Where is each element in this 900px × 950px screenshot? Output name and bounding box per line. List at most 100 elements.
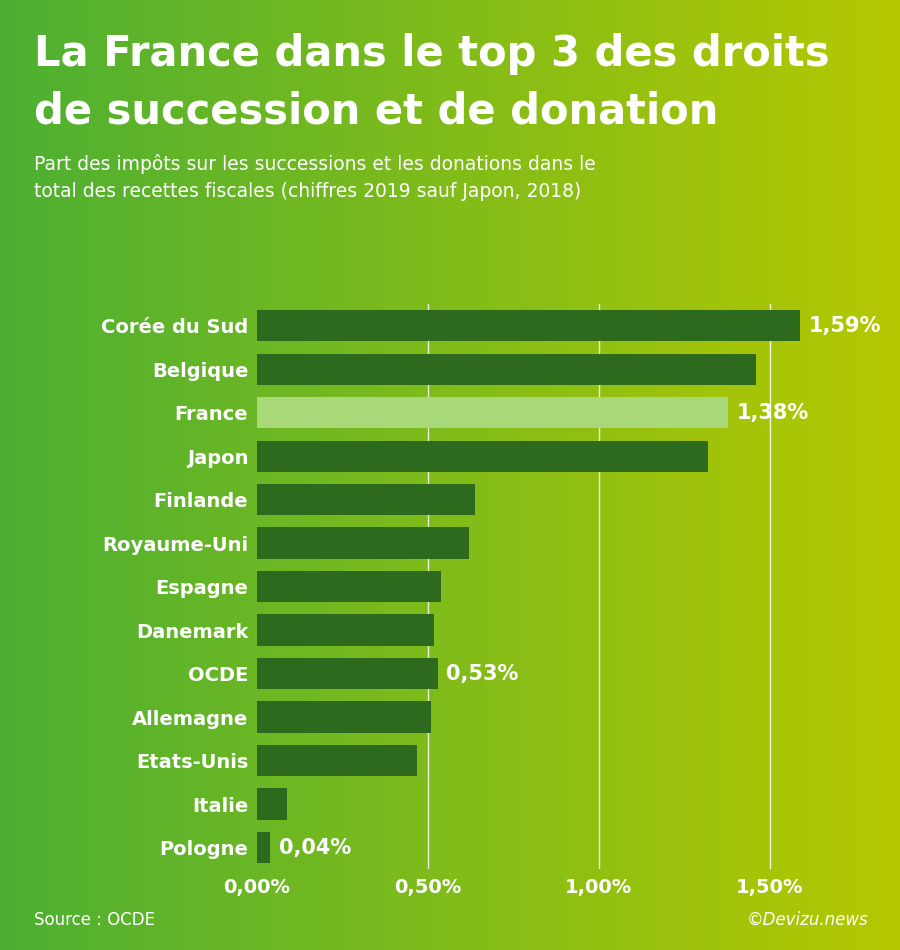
Bar <box>295 0 299 950</box>
Bar <box>738 0 742 950</box>
Bar <box>218 0 222 950</box>
Bar <box>322 0 326 950</box>
Bar <box>335 0 339 950</box>
Bar <box>396 0 400 950</box>
Bar <box>524 0 528 950</box>
Bar <box>853 0 857 950</box>
Bar <box>317 0 321 950</box>
Bar <box>360 0 364 950</box>
Bar <box>452 0 456 950</box>
Text: La France dans le top 3 des droits: La France dans le top 3 des droits <box>34 33 830 75</box>
Bar <box>684 0 688 950</box>
Bar <box>220 0 225 950</box>
Bar <box>263 0 267 950</box>
Bar <box>68 0 72 950</box>
Bar <box>106 0 110 950</box>
Bar <box>459 0 463 950</box>
Bar <box>256 353 756 385</box>
Bar <box>662 0 665 950</box>
Bar <box>866 0 870 950</box>
Bar <box>610 0 614 950</box>
Bar <box>83 0 87 950</box>
Bar <box>112 0 117 950</box>
Bar <box>623 0 627 950</box>
Bar <box>857 0 861 950</box>
Text: Source : OCDE: Source : OCDE <box>34 911 155 929</box>
Bar <box>146 0 150 950</box>
Bar <box>740 0 744 950</box>
Bar <box>252 0 256 950</box>
Bar <box>340 0 344 950</box>
Bar <box>256 571 441 602</box>
Bar <box>342 0 346 950</box>
Bar <box>670 0 675 950</box>
Bar <box>297 0 301 950</box>
Bar <box>101 0 105 950</box>
Bar <box>461 0 465 950</box>
Bar <box>410 0 414 950</box>
Bar <box>893 0 897 950</box>
Bar <box>760 0 764 950</box>
Bar <box>587 0 591 950</box>
Bar <box>788 0 792 950</box>
Bar <box>182 0 186 950</box>
Text: ©Devizu.news: ©Devizu.news <box>747 911 868 929</box>
Bar <box>398 0 402 950</box>
Bar <box>848 0 852 950</box>
Bar <box>511 0 515 950</box>
Bar <box>868 0 872 950</box>
Bar <box>864 0 868 950</box>
Bar <box>698 0 702 950</box>
Bar <box>387 0 391 950</box>
Bar <box>274 0 279 950</box>
Bar <box>641 0 645 950</box>
Text: 0,53%: 0,53% <box>446 664 518 684</box>
Bar <box>439 0 443 950</box>
Text: de succession et de donation: de succession et de donation <box>34 90 718 132</box>
Bar <box>346 0 351 950</box>
Bar <box>320 0 324 950</box>
Bar <box>875 0 879 950</box>
Bar <box>742 0 746 950</box>
Bar <box>520 0 524 950</box>
Bar <box>20 0 24 950</box>
Bar <box>32 0 36 950</box>
Bar <box>124 0 128 950</box>
Bar <box>842 0 846 950</box>
Bar <box>482 0 486 950</box>
Bar <box>776 0 780 950</box>
Bar <box>506 0 510 950</box>
Bar <box>549 0 553 950</box>
Bar <box>806 0 810 950</box>
Bar <box>792 0 796 950</box>
Bar <box>169 0 173 950</box>
Bar <box>166 0 171 950</box>
Bar <box>619 0 623 950</box>
Bar <box>783 0 787 950</box>
Bar <box>227 0 231 950</box>
Bar <box>432 0 436 950</box>
Bar <box>702 0 706 950</box>
Bar <box>36 0 40 950</box>
Bar <box>639 0 643 950</box>
Bar <box>380 0 384 950</box>
Bar <box>369 0 374 950</box>
Bar <box>855 0 859 950</box>
Bar <box>878 0 881 950</box>
Bar <box>886 0 890 950</box>
Bar <box>450 0 454 950</box>
Bar <box>504 0 508 950</box>
Bar <box>164 0 168 950</box>
Text: total des recettes fiscales (chiffres 2019 sauf Japon, 2018): total des recettes fiscales (chiffres 20… <box>34 182 581 201</box>
Bar <box>313 0 317 950</box>
Bar <box>659 0 663 950</box>
Text: 1,38%: 1,38% <box>737 403 809 423</box>
Bar <box>299 0 303 950</box>
Bar <box>729 0 733 950</box>
Bar <box>713 0 717 950</box>
Bar <box>682 0 686 950</box>
Bar <box>794 0 798 950</box>
Bar <box>88 0 92 950</box>
Bar <box>194 0 198 950</box>
Bar <box>94 0 99 950</box>
